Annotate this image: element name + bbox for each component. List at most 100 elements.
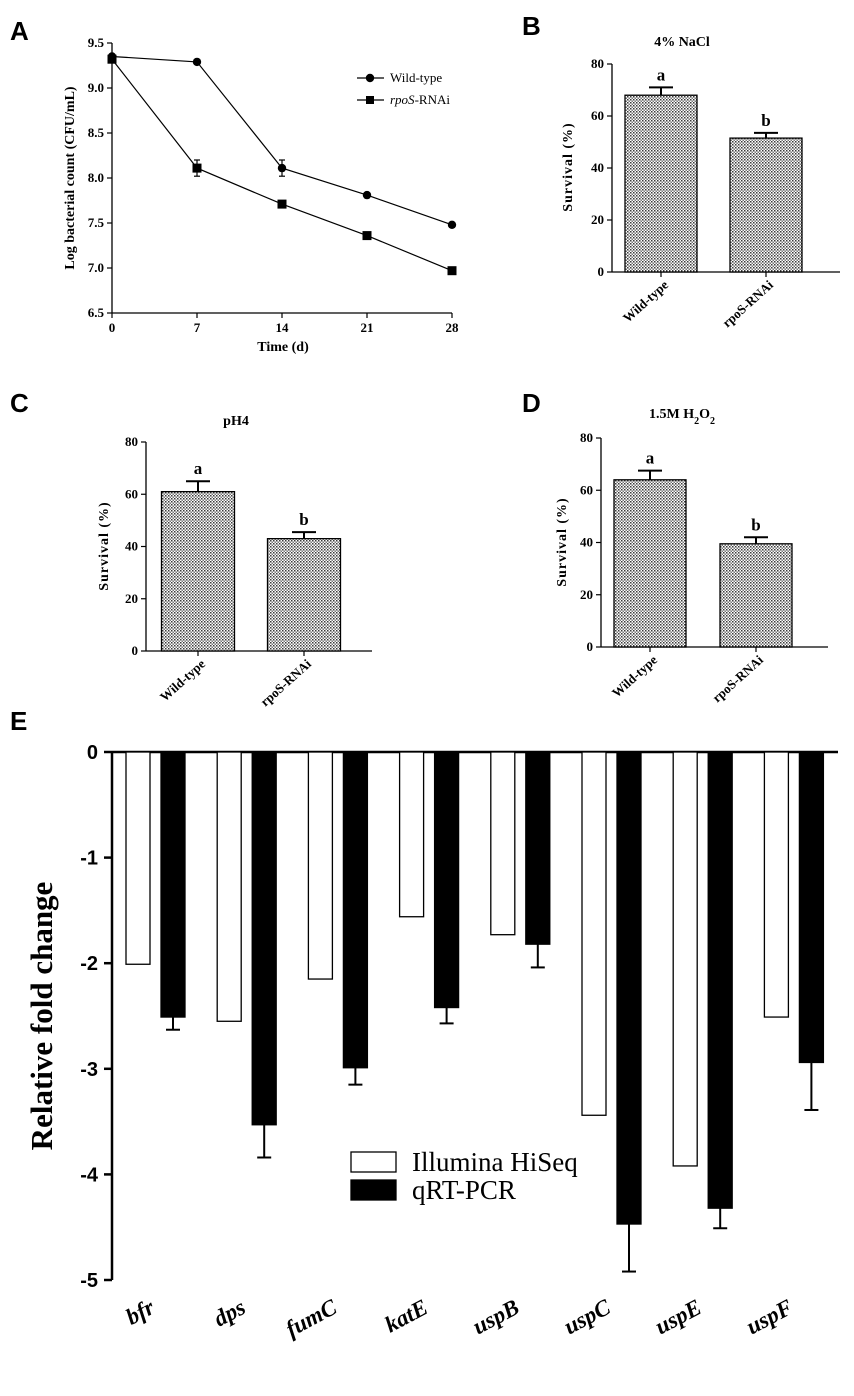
a-x-tick-label-0: 0 [109,320,116,335]
panel-d-bar-chart: 1.5M H2O2 Survival (%) 0 20 40 60 80 a Wild-ty… [555,407,828,705]
c-bar-wild-type [160,490,236,652]
a-x-tick-label-2: 14 [276,320,290,335]
e-category-label-uspe: uspE [651,1294,706,1339]
d-significance-wild-type: a [646,449,655,468]
a-y-tick-label-3: 8.0 [88,170,104,185]
e-bar-illumina-uspf [763,751,790,1018]
e-bar-qrt-pcr-fumc [342,751,369,1069]
c-bar-rpos-rnai [266,538,342,652]
panel-b-bar-chart: 4% NaCl Survival (%) 0 20 40 60 80 a Wild-type… [561,35,840,330]
e-y-axis-label: Relative fold change [24,882,59,1151]
panel-label-a: A [10,16,29,46]
panel-label-c: C [10,388,29,418]
c-significance-rpos-rnai: b [299,510,308,529]
a-point-rpos-rnai-1 [192,163,202,173]
e-category-label-uspf: uspF [742,1294,797,1339]
a-point-wild-type-3 [362,190,372,200]
e-y-tick-label-3: -3 [80,1059,98,1081]
a-point-rpos-rnai-4 [447,266,457,276]
a-y-axis-label: Log bacterial count (CFU/mL) [63,86,78,269]
e-bar-illumina-uspe [672,751,698,1167]
b-significance-wild-type: a [657,65,666,84]
e-bar-illumina-bfr [125,751,151,965]
a-x-tick-label-3: 21 [361,320,374,335]
c-y-tick-label-0: 0 [132,643,139,658]
e-category-label-fumc: fumC [282,1294,342,1342]
a-legend-marker-rpos [366,96,374,104]
b-y-tick-label-1: 20 [591,212,604,227]
panel-label-e: E [10,706,27,736]
d-y-tick-label-4: 80 [580,430,593,445]
b-x-tick-label-wild-type: Wild-type [620,277,671,325]
a-x-tick-label-1: 7 [194,320,201,335]
a-point-rpos-rnai-3 [362,231,372,241]
d-significance-rpos-rnai: b [751,515,760,534]
e-category-label-kate: katE [381,1294,432,1337]
a-y-tick-label-0: 6.5 [88,305,105,320]
e-bar-illumina-kate [398,751,425,918]
d-y-tick-label-1: 20 [580,587,593,602]
c-x-tick-label-rpos-rnai: rpoS-RNAi [257,656,314,709]
c-y-tick-label-3: 60 [125,486,138,501]
e-y-tick-label-2: -2 [80,953,98,975]
c-y-tick-label-4: 80 [125,434,138,449]
e-bar-illumina-dps [216,751,242,1022]
a-y-tick-label-6: 9.5 [88,35,105,50]
panel-label-b: B [522,11,541,41]
c-y-tick-label-2: 40 [125,539,138,554]
d-x-tick-label-wild-type: Wild-type [609,652,660,700]
b-y-tick-label-3: 60 [591,108,604,123]
e-legend-label-qrt-pcr: qRT-PCR [412,1175,516,1205]
e-bar-qrt-pcr-uspe [707,751,733,1209]
e-legend-label-illumina: Illumina HiSeq [412,1147,578,1177]
e-bar-qrt-pcr-uspc [616,751,642,1225]
d-title: 1.5M H2O2 [649,407,715,427]
d-bar-wild-type [613,479,687,648]
d-y-tick-label-3: 60 [580,482,593,497]
c-y-tick-label-1: 20 [125,591,138,606]
a-y-tick-label-2: 7.5 [88,215,105,230]
e-bar-illumina-uspb [490,751,516,936]
panel-a-line-chart: 6.5 7.0 7.5 8.0 8.5 9.0 9.5 0 7 14 21 28 Log bacte… [63,35,459,355]
e-y-tick-label-0: 0 [87,742,98,764]
a-point-wild-type-4 [447,220,457,229]
e-y-tick-label-4: -4 [80,1164,99,1186]
e-bar-qrt-pcr-kate [433,751,460,1009]
e-y-tick-label-5: -5 [80,1270,98,1292]
a-y-tick-label-4: 8.5 [88,125,105,140]
a-legend: Wild-type rpoS-RNAi [357,70,450,107]
a-y-tick-label-5: 9.0 [88,80,104,95]
a-point-wild-type-1 [192,57,202,67]
e-bar-qrt-pcr-uspf [798,751,825,1064]
b-y-axis-label: Survival (%) [561,122,576,211]
a-x-tick-label-4: 28 [446,320,460,335]
panel-label-d: D [522,388,541,418]
c-significance-wild-type: a [194,459,203,478]
a-x-axis-label: Time (d) [257,340,309,355]
a-legend-label-wild-type: Wild-type [390,70,442,85]
b-significance-rpos-rnai: b [761,111,770,130]
c-x-tick-label-wild-type: Wild-type [157,656,208,704]
e-legend-swatch-illumina [350,1151,397,1173]
e-bar-qrt-pcr-uspb [525,751,551,945]
d-x-tick-label-rpos-rnai: rpoS-RNAi [709,652,766,705]
a-point-wild-type-2 [277,163,287,173]
e-legend-swatch-qrt-pcr [350,1179,397,1201]
a-legend-marker-wild-type [365,73,375,83]
e-bar-illumina-fumc [307,751,334,980]
e-legend: Illumina HiSeq qRT-PCR [350,1147,578,1205]
panel-c-bar-chart: pH4 Survival (%) 0 20 40 60 80 a Wild-type b rpo… [97,414,372,709]
e-category-label-bfr: bfr [122,1294,159,1330]
b-bar-wild-type [624,94,698,273]
a-legend-label-rpos: rpoS-RNAi [390,92,450,107]
c-title: pH4 [223,414,249,429]
d-y-tick-label-2: 40 [580,535,593,550]
e-category-label-uspc: uspC [560,1294,615,1339]
e-category-label-dps: dps [210,1294,250,1331]
d-y-tick-label-0: 0 [587,639,594,654]
d-y-axis-label: Survival (%) [555,497,570,586]
b-x-tick-label-rpos-rnai: rpoS-RNAi [719,277,776,330]
d-bar-rpos-rnai [719,543,793,648]
e-bar-qrt-pcr-dps [251,751,277,1126]
